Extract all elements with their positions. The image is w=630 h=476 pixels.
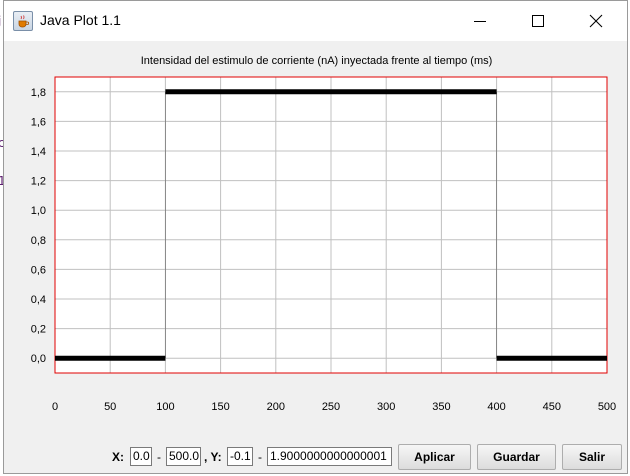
y-tick-label: 1,4	[31, 146, 46, 158]
minimize-icon	[474, 21, 486, 22]
maximize-icon	[532, 15, 544, 27]
y-min-input[interactable]: -0.1	[227, 447, 253, 466]
x-tick-label: 250	[322, 401, 340, 413]
close-icon	[589, 14, 603, 28]
chart-area: 0 50 100 150 200 250 300 350 400 450 500 0,0 0,2 0,4 0…	[31, 76, 616, 413]
y-range-label: , Y:	[204, 450, 222, 464]
y-tick-label: 1,0	[31, 205, 46, 217]
apply-button[interactable]: Aplicar	[398, 444, 471, 470]
exit-button[interactable]: Salir	[562, 444, 622, 470]
y-tick-label: 1,2	[31, 176, 46, 188]
x-tick-label: 200	[267, 401, 285, 413]
y-tick-label: 0,0	[31, 353, 46, 365]
y-tick-label: 1,6	[31, 116, 46, 128]
chart-title: Intensidad del estimulo de corriente (nA…	[140, 55, 493, 67]
range-controls: X: 0.0 - 500.0 , Y: -0.1 - 1.90000000000…	[4, 443, 629, 471]
background-text-fragment: c	[0, 136, 5, 150]
x-tick-label: 300	[377, 401, 395, 413]
x-tick-label: 50	[104, 401, 116, 413]
y-tick-label: 0,4	[31, 294, 46, 306]
window-title: Java Plot 1.1	[40, 12, 121, 28]
plot-window: Java Plot 1.1 Intensidad del estimulo de…	[3, 0, 628, 474]
x-tick-label: 400	[487, 401, 505, 413]
range-separator: -	[157, 450, 161, 464]
plot-frame	[54, 76, 608, 374]
range-separator: -	[258, 450, 262, 464]
maximize-button[interactable]	[509, 1, 567, 41]
x-max-input[interactable]: 500.0	[166, 447, 201, 466]
x-tick-label: 150	[211, 401, 229, 413]
y-max-input[interactable]: 1.9000000000000001	[267, 447, 392, 466]
x-tick-label: 500	[598, 401, 616, 413]
close-button[interactable]	[567, 1, 625, 41]
save-button[interactable]: Guardar	[477, 444, 556, 470]
y-tick-label: 0,8	[31, 235, 46, 247]
x-min-input[interactable]: 0.0	[130, 447, 152, 466]
minimize-button[interactable]	[451, 1, 509, 41]
x-tick-label: 450	[543, 401, 561, 413]
x-range-label: X:	[112, 450, 124, 464]
y-tick-label: 0,2	[31, 324, 46, 336]
x-tick-label: 0	[52, 401, 58, 413]
title-bar[interactable]: Java Plot 1.1	[4, 1, 627, 41]
background-text-fragment: j	[0, 14, 1, 28]
x-tick-label: 100	[156, 401, 174, 413]
y-tick-label: 0,6	[31, 264, 46, 276]
background-text-fragment: 1	[0, 174, 6, 188]
x-tick-label: 350	[432, 401, 450, 413]
y-tick-label: 1,8	[31, 87, 46, 99]
java-cup-icon	[13, 11, 33, 31]
